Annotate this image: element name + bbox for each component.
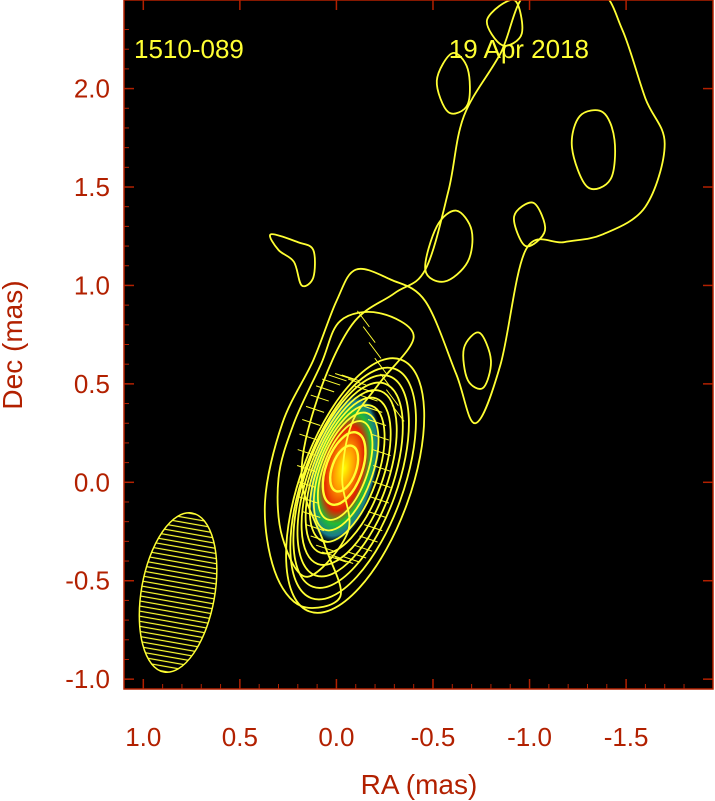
polarization-vector xyxy=(380,373,393,391)
x-tick-label: -1.5 xyxy=(604,722,649,752)
jet-contour xyxy=(513,201,546,248)
core-contour xyxy=(300,389,398,566)
x-tick-label: 0.0 xyxy=(318,722,354,752)
polarization-vector xyxy=(321,551,341,559)
polarization-vector xyxy=(367,419,387,426)
y-tick-label: -1.0 xyxy=(65,664,110,694)
y-tick-label: 1.0 xyxy=(74,270,110,300)
polarization-vector xyxy=(385,389,399,406)
polarization-vector xyxy=(299,433,318,441)
jet-contour xyxy=(424,209,474,283)
polarization-vector xyxy=(368,342,382,359)
jet-contour xyxy=(263,0,666,609)
plot-background xyxy=(124,0,713,689)
core-contour xyxy=(304,396,392,555)
polarization-vector xyxy=(370,433,390,441)
polarization-vector xyxy=(341,555,360,563)
jet-contour xyxy=(570,109,616,191)
polarization-vector xyxy=(310,535,329,543)
y-axis-title: Dec (mas) xyxy=(0,280,28,409)
x-axis-title: RA (mas) xyxy=(361,769,478,800)
polarization-vector xyxy=(302,419,321,426)
x-tick-label: -1.0 xyxy=(507,722,552,752)
polarization-vector xyxy=(315,385,335,393)
jet-contour xyxy=(276,311,415,578)
polarization-vector xyxy=(297,449,316,457)
polarization-vector xyxy=(374,357,388,375)
y-tick-label: 1.5 xyxy=(74,172,110,202)
polarization-vector xyxy=(372,481,391,488)
polarization-vector xyxy=(297,481,316,488)
y-tick-label: 0.0 xyxy=(74,467,110,497)
polarization-vector xyxy=(353,385,373,393)
polarization-vector xyxy=(364,524,383,532)
polarization-vector xyxy=(353,544,373,552)
jet-contour xyxy=(462,331,492,390)
polarization-vector xyxy=(359,535,378,543)
core-contour xyxy=(321,431,367,506)
polarization-vector xyxy=(372,449,391,457)
polarization-vector xyxy=(391,405,405,422)
y-tick-label: 2.0 xyxy=(74,74,110,104)
core-contour xyxy=(312,411,380,532)
polarization-vector xyxy=(328,374,347,382)
core-contour xyxy=(296,381,404,578)
polarization-vector xyxy=(347,551,367,559)
polarization-vector xyxy=(310,394,329,402)
x-tick-label: -0.5 xyxy=(411,722,456,752)
x-tick-label: 0.5 xyxy=(222,722,258,752)
polarization-vector xyxy=(334,373,354,380)
x-tick-label: 1.0 xyxy=(125,722,161,752)
beam-ellipse xyxy=(138,512,218,674)
polarization-vector xyxy=(296,465,316,472)
epoch-label: 19 Apr 2018 xyxy=(449,34,589,64)
polarization-vector xyxy=(305,405,325,413)
polarization-vector xyxy=(356,310,370,328)
polarization-vector xyxy=(372,465,392,472)
polarization-vector xyxy=(362,326,376,343)
polarization-vector xyxy=(305,524,325,532)
source-name-label: 1510-089 xyxy=(134,34,244,64)
polarization-vector xyxy=(299,496,318,504)
polarization-vector xyxy=(370,496,390,504)
jet-contour xyxy=(269,233,316,288)
polarization-vector xyxy=(334,557,354,564)
jet-contour xyxy=(486,0,524,47)
core-contour xyxy=(292,374,410,589)
core-contour xyxy=(329,444,360,493)
core-contour xyxy=(316,420,374,521)
polarization-vector xyxy=(367,511,387,518)
polarization-vector xyxy=(347,378,367,386)
jet-contour xyxy=(435,52,471,115)
polarization-vector xyxy=(341,374,360,382)
polarization-vector xyxy=(364,405,383,413)
polarization-vector xyxy=(321,378,341,386)
y-tick-label: 0.5 xyxy=(74,369,110,399)
core-contour xyxy=(289,366,417,601)
y-tick-label: -0.5 xyxy=(65,566,110,596)
